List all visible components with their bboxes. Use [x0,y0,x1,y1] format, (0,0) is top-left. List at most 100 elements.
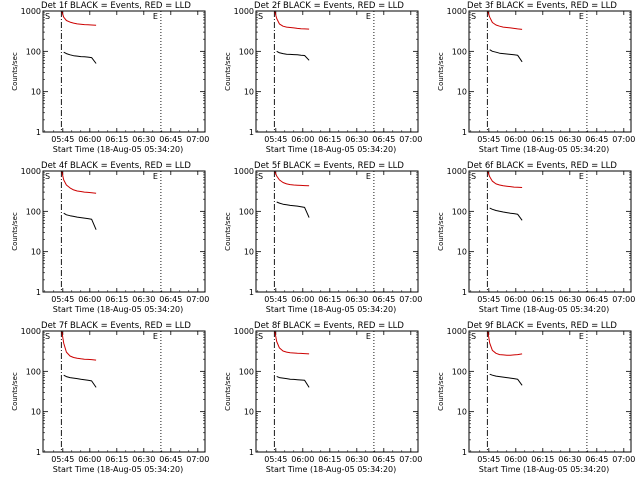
x-tick-label: 07:00 [399,295,422,304]
panel-title: Det 8f BLACK = Events, RED = LLD [254,321,404,331]
detector-panel: Det 9f BLACK = Events, RED = LLD 1 10 100 10… [437,321,635,474]
x-axis-label: Start Time (18-Aug-05 05:34:20) [479,145,610,154]
start-marker-label: S [258,12,263,21]
lld-series-line [61,331,97,361]
panel-title: Det 4f BLACK = Events, RED = LLD [41,161,191,171]
events-series-line [489,207,523,221]
plot-frame [42,10,206,133]
y-axis-label: Counts/sec [224,212,232,251]
y-tick-label: 1000 [21,167,41,176]
x-tick-label: 05:45 [264,455,287,464]
x-tick-label: 06:00 [78,295,101,304]
y-tick-label: 1 [36,288,41,297]
lld-series-line [487,331,523,356]
y-axis-label: Counts/sec [11,212,19,251]
events-series-line [276,201,310,218]
plot-frame [468,330,632,453]
x-axis-label: Start Time (18-Aug-05 05:34:20) [53,465,184,474]
x-tick-label: 07:00 [186,295,209,304]
y-tick-label: 100 [239,47,254,56]
y-tick-label: 1000 [447,167,467,176]
y-tick-label: 100 [239,207,254,216]
events-series-line [276,375,310,388]
detector-panel: Det 1f BLACK = Events, RED = LLD 1 10 100 10… [11,1,209,154]
x-tick-label: 06:00 [291,295,314,304]
x-axis-label: Start Time (18-Aug-05 05:34:20) [479,465,610,474]
y-tick-label: 100 [26,47,41,56]
y-tick-label: 1 [462,288,467,297]
detector-panel: Det 4f BLACK = Events, RED = LLD 1 10 100 10… [11,161,209,314]
x-tick-label: 07:00 [399,455,422,464]
x-tick-label: 06:45 [372,455,395,464]
y-tick-label: 100 [452,367,467,376]
y-axis-label: Counts/sec [11,372,19,411]
y-tick-label: 10 [31,248,41,257]
panel-title: Det 1f BLACK = Events, RED = LLD [41,1,191,11]
events-series-line [489,49,523,63]
x-tick-label: 06:45 [372,135,395,144]
x-tick-label: 06:30 [558,135,581,144]
end-marker-label: E [366,172,371,181]
end-marker-label: E [579,12,584,21]
lld-series-line [274,11,310,30]
y-tick-label: 10 [457,408,467,417]
y-tick-label: 100 [26,207,41,216]
y-tick-label: 1000 [234,167,254,176]
x-tick-label: 05:45 [477,455,500,464]
x-tick-label: 05:45 [51,455,74,464]
panel-title: Det 2f BLACK = Events, RED = LLD [254,1,404,11]
y-tick-label: 1000 [21,7,41,16]
start-marker-label: S [258,172,263,181]
x-tick-label: 06:30 [345,135,368,144]
end-marker-label: E [579,172,584,181]
x-tick-label: 06:30 [132,295,155,304]
x-tick-label: 05:45 [51,295,74,304]
y-axis-label: Counts/sec [437,212,445,251]
x-tick-label: 07:00 [612,455,635,464]
x-tick-label: 06:00 [504,295,527,304]
y-tick-label: 1 [249,128,254,137]
y-tick-label: 10 [457,248,467,257]
end-marker-label: E [579,332,584,341]
y-tick-label: 1000 [447,327,467,336]
plot-frame [468,10,632,133]
x-tick-label: 06:15 [318,295,341,304]
y-tick-label: 1 [249,288,254,297]
start-marker-label: S [471,332,476,341]
panel-title: Det 6f BLACK = Events, RED = LLD [467,161,617,171]
panel-title: Det 5f BLACK = Events, RED = LLD [254,161,404,171]
y-tick-label: 100 [26,367,41,376]
plot-frame [255,10,419,133]
y-tick-label: 100 [452,47,467,56]
x-tick-label: 06:45 [585,455,608,464]
y-tick-label: 10 [31,408,41,417]
y-tick-label: 10 [244,88,254,97]
detector-panel: Det 7f BLACK = Events, RED = LLD 1 10 100 10… [11,321,209,474]
x-tick-label: 07:00 [186,135,209,144]
y-tick-label: 1000 [234,7,254,16]
detector-panel: Det 5f BLACK = Events, RED = LLD 1 10 100 10… [224,161,422,314]
x-tick-label: 06:30 [345,455,368,464]
x-axis-label: Start Time (18-Aug-05 05:34:20) [266,305,397,314]
y-tick-label: 1000 [21,327,41,336]
y-tick-label: 1 [462,128,467,137]
x-tick-label: 06:45 [585,135,608,144]
detector-panel: Det 3f BLACK = Events, RED = LLD 1 10 100 10… [437,1,635,154]
x-tick-label: 05:45 [264,135,287,144]
end-marker-label: E [153,332,158,341]
events-series-line [276,50,310,61]
plot-frame [255,330,419,453]
x-tick-label: 07:00 [612,295,635,304]
x-tick-label: 06:15 [105,455,128,464]
x-tick-label: 07:00 [399,135,422,144]
y-axis-label: Counts/sec [224,52,232,91]
y-axis-label: Counts/sec [224,372,232,411]
start-marker-label: S [45,12,50,21]
plot-frame [42,170,206,293]
lld-series-line [487,171,523,188]
detector-panel: Det 2f BLACK = Events, RED = LLD 1 10 100 10… [224,1,422,154]
y-tick-label: 1000 [234,327,254,336]
x-axis-label: Start Time (18-Aug-05 05:34:20) [266,465,397,474]
x-tick-label: 06:30 [558,295,581,304]
lld-series-line [61,11,97,26]
